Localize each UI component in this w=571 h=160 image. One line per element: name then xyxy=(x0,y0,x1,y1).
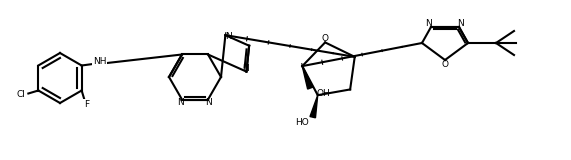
Text: N: N xyxy=(225,32,232,41)
Text: O: O xyxy=(321,34,329,43)
Text: N: N xyxy=(178,98,184,107)
Polygon shape xyxy=(302,66,313,89)
Text: N: N xyxy=(242,64,249,73)
Text: NH: NH xyxy=(93,57,106,66)
Text: OH: OH xyxy=(316,89,330,98)
Text: N: N xyxy=(206,98,212,107)
Text: O: O xyxy=(441,60,448,68)
Text: N: N xyxy=(457,19,464,28)
Text: HO: HO xyxy=(295,118,309,127)
Polygon shape xyxy=(310,95,317,118)
Text: F: F xyxy=(84,100,89,109)
Text: Cl: Cl xyxy=(17,90,26,99)
Text: N: N xyxy=(425,19,432,28)
